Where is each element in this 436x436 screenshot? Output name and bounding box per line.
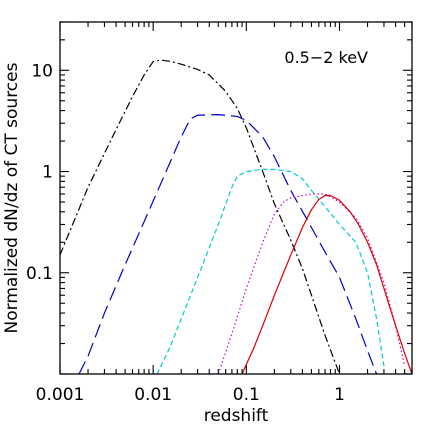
y-tick-label: 1 — [42, 163, 53, 183]
series-line-dotted — [217, 193, 406, 374]
y-axis-label: Normalized dN/dz of CT sources — [2, 62, 22, 333]
plot-frame — [59, 21, 413, 375]
series-line-long-dash — [78, 114, 378, 374]
x-tick-label: 1 — [334, 385, 345, 405]
series-layer — [60, 59, 412, 374]
x-axis-label: redshift — [204, 406, 269, 426]
y-tick-label: 0.1 — [26, 264, 53, 284]
series-line-solid — [241, 194, 412, 374]
x-tick-label: 0.1 — [233, 385, 260, 405]
x-tick-label: 0.001 — [36, 385, 85, 405]
series-line-dash-dot — [60, 59, 341, 374]
ticks-layer: 0.001 0.01 0.1 1 0.1 1 10 — [26, 21, 413, 405]
series-line-short-dash — [156, 168, 385, 374]
x-tick-label: 0.01 — [134, 385, 172, 405]
y-tick-label: 10 — [31, 61, 53, 81]
annotation-label: 0.5−2 keV — [284, 48, 368, 67]
